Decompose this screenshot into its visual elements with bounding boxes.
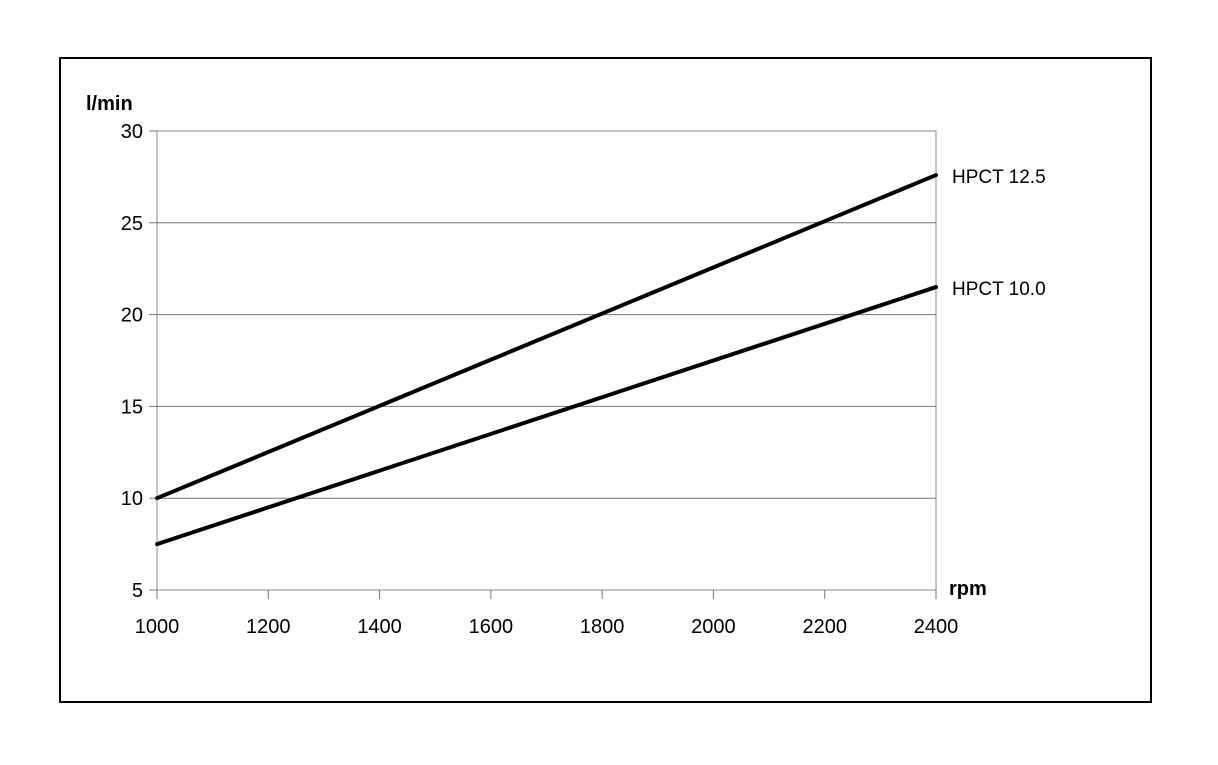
x-tick-label: 2200: [802, 616, 847, 638]
x-axis: 1000 1200 1400 1600 1800 2000 2200 2400: [135, 590, 959, 638]
y-tick-label: 5: [132, 580, 143, 602]
gridlines: [157, 222, 936, 499]
y-tick-label: 20: [121, 305, 143, 327]
series-line-0: [155, 173, 938, 501]
y-tick-label: 15: [121, 396, 143, 418]
x-axis-title: rpm: [949, 578, 987, 600]
plot-area: [156, 130, 937, 591]
y-tick-label: 10: [121, 488, 143, 510]
x-tick-label: 2400: [914, 616, 959, 638]
x-tick-label: 1600: [469, 616, 514, 638]
x-tick-label: 1000: [135, 616, 180, 638]
x-tick-label: 1400: [357, 616, 402, 638]
x-tick-label: 1200: [246, 616, 291, 638]
series-line-1: [155, 285, 938, 547]
chart-frame: [59, 57, 1152, 703]
y-axis: 5 10 15 20 25 30: [121, 121, 157, 602]
y-tick-label: 30: [121, 121, 143, 143]
x-tick-label: 2000: [691, 616, 736, 638]
y-axis-title: l/min: [86, 93, 133, 115]
series-label: HPCT 10.0: [952, 279, 1046, 300]
y-tick-label: 25: [121, 213, 143, 235]
series-label: HPCT 12.5: [952, 167, 1046, 188]
series-group: HPCT 12.5 HPCT 10.0: [155, 167, 1046, 547]
x-tick-label: 1800: [580, 616, 625, 638]
